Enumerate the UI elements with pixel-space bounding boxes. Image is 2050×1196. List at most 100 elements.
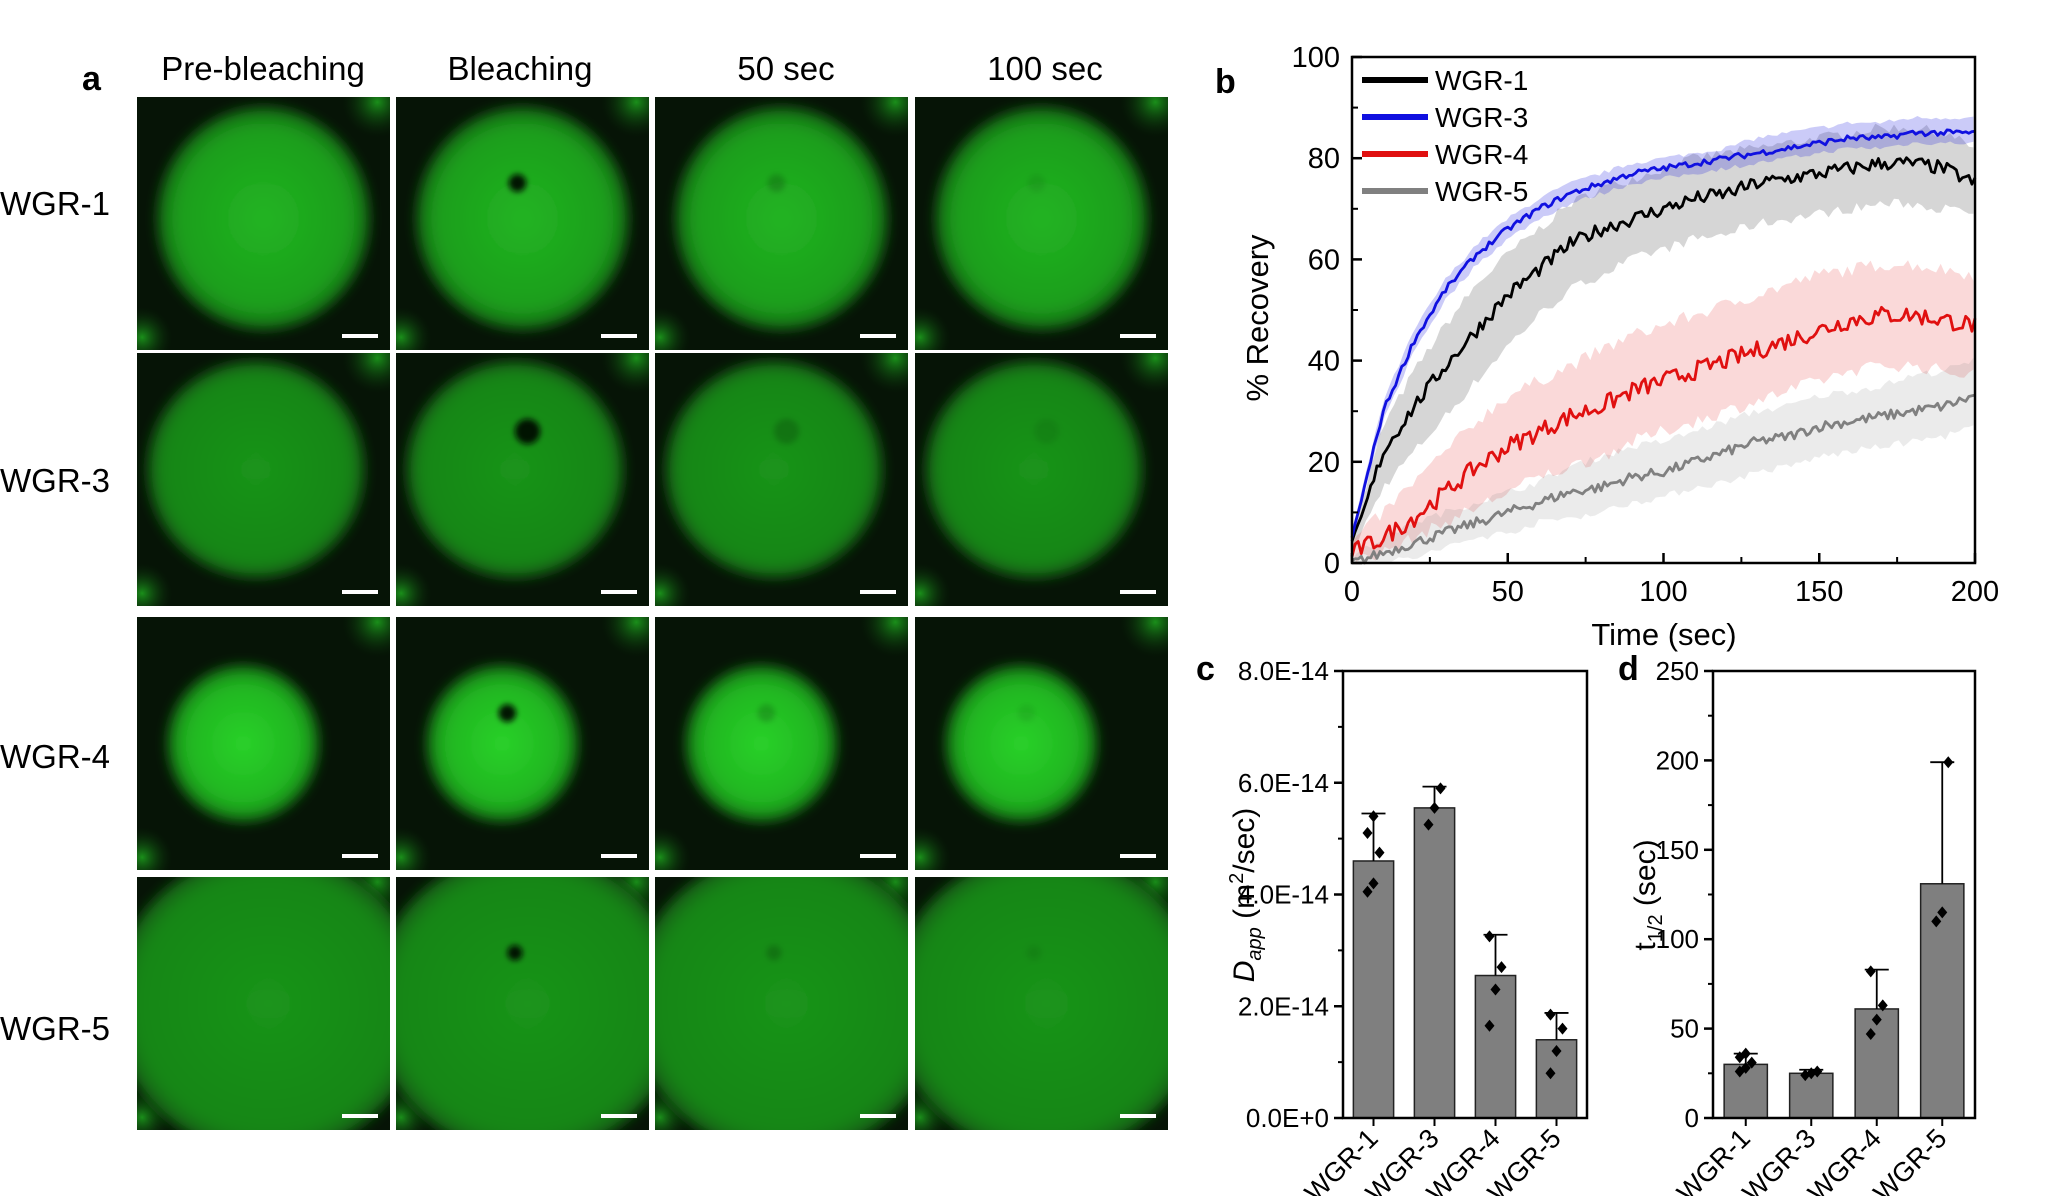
micrograph-wgr-5-50-sec (655, 877, 908, 1130)
scale-bar (342, 1114, 378, 1118)
bleach-spot (1027, 174, 1046, 192)
scale-bar (601, 1114, 637, 1118)
scale-bar (1120, 1114, 1156, 1118)
droplet (665, 360, 883, 579)
column-header-50-sec: 50 sec (737, 50, 834, 87)
micrograph-wgr-1-50-sec (655, 97, 908, 350)
chart-d-data-point (1746, 1056, 1757, 1069)
droplet (925, 360, 1143, 579)
row-label-wgr-3: WGR-3 (0, 462, 110, 499)
chart-c-data-point (1545, 1008, 1556, 1021)
chart-b-y-axis-label: % Recovery (1240, 234, 1275, 402)
droplet (416, 107, 629, 330)
series-line-wgr-5 (1351, 393, 1976, 565)
chart-d-data-point (1865, 965, 1876, 978)
neighbor-droplet (600, 97, 649, 138)
droplet (406, 360, 624, 579)
chart-c-data-point (1484, 1019, 1495, 1032)
chart-d-data-point (1812, 1065, 1823, 1078)
x-tick-label-200: 200 (1951, 576, 1999, 608)
scale-bar (1120, 334, 1156, 338)
bleach-spot (507, 945, 523, 961)
neighbor-droplet (859, 97, 908, 138)
chart-c-data-point (1484, 930, 1495, 943)
scale-bar (342, 334, 378, 338)
droplet (167, 665, 320, 822)
scale-bar (860, 854, 896, 858)
neighbor-droplet (655, 562, 691, 606)
neighbor-droplet (1119, 353, 1168, 394)
chart-c-y-tick-label-0-0e-0: 0.0E+0 (1246, 1103, 1329, 1133)
chart-b-x-axis-label: Time (sec) (1591, 617, 1736, 652)
chart-c-data-point (1362, 885, 1373, 898)
micrograph-wgr-4-pre-bleaching (137, 617, 390, 870)
droplet (685, 665, 838, 822)
bleach-spot (1017, 704, 1036, 722)
micrograph-wgr-4-bleaching (396, 617, 649, 870)
legend: WGR-1 WGR-3 WGR-4 WGR-5 (1362, 65, 1528, 207)
neighbor-droplet (137, 826, 173, 870)
neighbor-droplet (915, 826, 951, 870)
legend-label-wgr-5: WGR-5 (1435, 176, 1528, 207)
chart-c-data-point (1374, 846, 1385, 859)
chart-c-data-point (1368, 810, 1379, 823)
neighbor-droplet (600, 353, 649, 394)
droplet (147, 360, 365, 579)
legend-label-wgr-4: WGR-4 (1435, 139, 1528, 170)
micrograph-wgr-5-bleaching (396, 877, 649, 1130)
x-tick-label-100: 100 (1639, 576, 1687, 608)
chart-d-y-tick-label-200: 200 (1656, 745, 1699, 775)
panel-letter-a: a (82, 60, 102, 98)
column-header-100-sec: 100 sec (987, 50, 1103, 87)
column-headers: Pre-bleaching Bleaching 50 sec 100 sec (161, 50, 1103, 87)
neighbor-droplet (859, 353, 908, 394)
neighbor-droplet (600, 617, 649, 658)
chart-d-data-point (1943, 756, 1954, 769)
chart-c-y-tick-label-8-0e-14: 8.0E-14 (1238, 656, 1329, 686)
chart-c-data-point (1423, 818, 1434, 831)
bleach-spot (767, 174, 786, 192)
chart-d-data-point (1865, 1027, 1876, 1040)
row-labels: WGR-1 WGR-3 WGR-4 WGR-5 (0, 185, 110, 1047)
scale-bar (601, 854, 637, 858)
series-line-wgr-3 (1350, 128, 1976, 538)
x-tick-label-50: 50 (1492, 576, 1524, 608)
scale-bar (1120, 590, 1156, 594)
chart-d-data-point (1937, 906, 1948, 919)
bleach-spot (766, 945, 782, 961)
row-label-wgr-5: WGR-5 (0, 1010, 110, 1047)
panel-c: c WGR-1WGR-3WGR-4WGR-50.0E+02.0E-144.0E-… (1196, 650, 1589, 1196)
chart-c-data-point (1545, 1067, 1556, 1080)
chart-d-y-tick-label-250: 250 (1656, 656, 1699, 686)
micrograph-wgr-4-50-sec (655, 617, 908, 870)
droplet (675, 107, 888, 330)
chart-c-data-point (1435, 782, 1446, 795)
y-tick-label-20: 20 (1308, 447, 1340, 479)
x-tick-label-150: 150 (1795, 576, 1843, 608)
neighbor-droplet (137, 306, 173, 350)
neighbor-droplet (341, 353, 390, 394)
chart-d-data-point (1931, 915, 1942, 928)
chart-c-data-point (1429, 801, 1440, 814)
column-header-pre-bleaching: Pre-bleaching (161, 50, 365, 87)
scale-bar (860, 1114, 896, 1118)
error-band-wgr-3 (1352, 116, 1974, 542)
chart-c-data-point (1362, 827, 1373, 840)
scale-bar (601, 334, 637, 338)
droplet (396, 877, 649, 1130)
micrograph-wgr-1-bleaching (396, 97, 649, 350)
chart-d-y-tick-label-100: 100 (1656, 924, 1699, 954)
chart-d-y-tick-label-50: 50 (1670, 1014, 1699, 1044)
scale-bar (342, 854, 378, 858)
micrograph-wgr-5-100-sec (915, 877, 1168, 1130)
droplet (655, 877, 908, 1130)
chart-d-y-tick-label-0: 0 (1685, 1103, 1699, 1133)
scale-bar (860, 590, 896, 594)
micrograph-wgr-5-pre-bleaching (137, 877, 390, 1130)
neighbor-droplet (1119, 617, 1168, 658)
bleach-spot (514, 418, 541, 445)
chart-c-y-tick-label-4-0e-14: 4.0E-14 (1238, 880, 1329, 910)
neighbor-droplet (396, 306, 432, 350)
droplet (915, 877, 1168, 1130)
